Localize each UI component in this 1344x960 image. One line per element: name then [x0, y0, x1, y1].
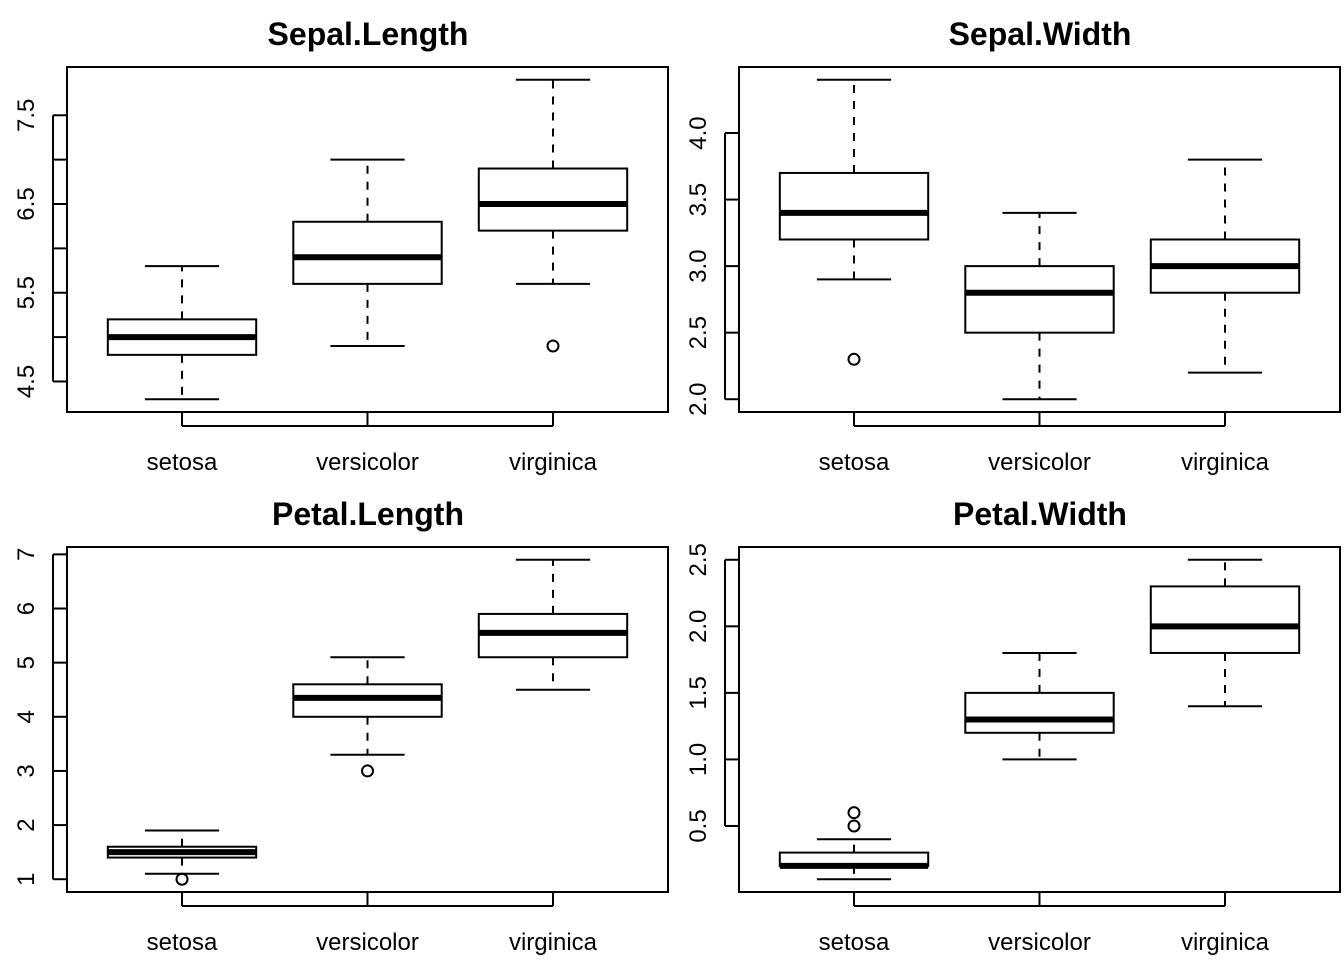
y-tick-label: 3	[13, 764, 40, 777]
box-virginica	[477, 78, 629, 353]
y-tick-label: 1.5	[685, 676, 712, 709]
box-virginica	[1149, 558, 1301, 708]
box-versicolor	[292, 158, 443, 347]
y-tick-label: 2.5	[685, 543, 712, 576]
x-tick-label: setosa	[819, 449, 890, 476]
box-versicolor	[964, 651, 1115, 761]
x-tick-label: versicolor	[316, 449, 419, 476]
y-tick-label: 0.5	[685, 809, 712, 842]
box-setosa	[106, 829, 258, 886]
outlier-point	[847, 806, 861, 820]
iqr-box	[964, 265, 1115, 334]
box-virginica	[1149, 158, 1301, 374]
y-tick-label: 2.0	[685, 610, 712, 643]
outlier-point	[847, 819, 861, 833]
x-tick-label: virginica	[509, 449, 598, 476]
iqr-box	[292, 220, 443, 285]
plot-area: 4.5 5.5 6.5 7.5 setosa versicolor virginica	[13, 66, 669, 476]
plot-area: 1 2 3 4 5 6 7 setosa versicolor virginica	[13, 546, 669, 956]
panel-sepal-length: Sepal.Length 4.5 5.5 6.5 7.5 setosa versicolo…	[13, 16, 669, 476]
y-tick-label: 5	[13, 656, 40, 669]
y-tick-label: 5.5	[13, 276, 40, 309]
y-tick-label: 4.5	[13, 365, 40, 398]
y-tick-label: 1	[13, 873, 40, 886]
outlier-point	[361, 764, 374, 778]
panel-title: Petal.Width	[953, 496, 1127, 532]
y-tick-label: 2	[13, 818, 40, 831]
y-tick-label: 6	[13, 602, 40, 615]
iqr-box	[477, 167, 629, 232]
box-setosa	[778, 78, 930, 366]
y-tick-label: 3.0	[685, 249, 712, 282]
panel-title: Petal.Length	[272, 496, 464, 532]
outlier-point	[847, 352, 861, 366]
x-tick-label: setosa	[147, 929, 218, 956]
panel-title: Sepal.Width	[949, 16, 1132, 52]
x-tick-label: versicolor	[988, 449, 1091, 476]
box-versicolor	[964, 211, 1115, 401]
box-versicolor	[292, 656, 443, 778]
x-tick-label: virginica	[509, 929, 598, 956]
iqr-box	[1149, 585, 1301, 654]
x-tick-label: virginica	[1181, 929, 1270, 956]
y-tick-label: 4	[13, 710, 40, 723]
x-tick-label: versicolor	[316, 929, 419, 956]
x-tick-label: virginica	[1181, 449, 1270, 476]
outlier-point	[546, 339, 560, 353]
y-tick-label: 6.5	[13, 187, 40, 220]
x-tick-label: setosa	[819, 929, 890, 956]
y-tick-label: 2.5	[685, 316, 712, 349]
x-tick-label: setosa	[147, 449, 218, 476]
iqr-box	[964, 691, 1115, 734]
panel-petal-length: Petal.Length 1 2 3 4 5 6 7 setosa versicolor virg…	[13, 496, 669, 956]
panel-sepal-width: Sepal.Width 2.0 2.5 3.0 3.5 4.0 setosa versico…	[685, 16, 1341, 476]
x-tick-label: versicolor	[988, 929, 1091, 956]
y-tick-label: 4.0	[685, 116, 712, 149]
panel-title: Sepal.Length	[268, 16, 469, 52]
y-tick-label: 7.5	[13, 99, 40, 132]
plot-area: 2.0 2.5 3.0 3.5 4.0 setosa versicolor virginica	[685, 66, 1341, 476]
iqr-box	[778, 171, 930, 241]
y-tick-label: 3.5	[685, 183, 712, 216]
box-setosa	[106, 265, 258, 401]
y-tick-label: 2.0	[685, 383, 712, 416]
panel-petal-width: Petal.Width 0.5 1.0 1.5 2.0 2.5 setosa versico…	[685, 496, 1341, 956]
plot-area: 0.5 1.0 1.5 2.0 2.5 setosa versicolor virginica	[685, 543, 1341, 956]
box-setosa	[778, 806, 930, 881]
y-tick-label: 7	[13, 548, 40, 561]
y-tick-label: 1.0	[685, 743, 712, 776]
box-virginica	[477, 558, 629, 691]
outlier-point	[175, 872, 189, 886]
